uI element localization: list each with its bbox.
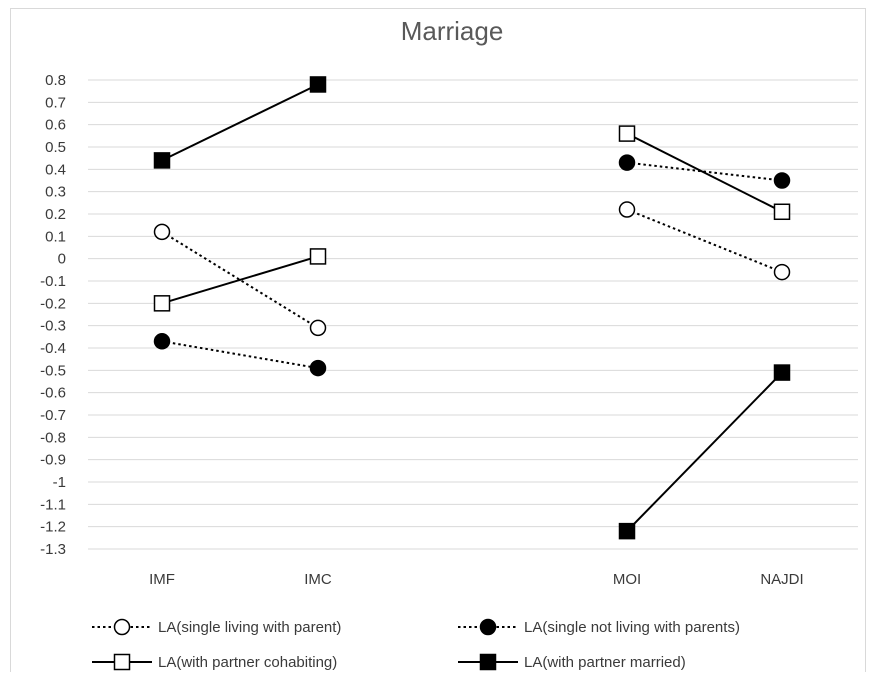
data-point (773, 172, 791, 189)
data-point (153, 295, 171, 312)
y-tick-label: 0.6 (45, 117, 66, 134)
y-tick-label: 0.2 (45, 206, 66, 223)
x-tick-label-imc: IMC (304, 571, 332, 588)
legend-item-2: LA(single not living with parents) (458, 618, 740, 636)
series-line-segment (161, 83, 319, 162)
series-line-segment (161, 255, 319, 305)
y-tick-label: -0.1 (40, 273, 66, 290)
data-point (773, 364, 791, 381)
data-point (618, 154, 636, 171)
legend-label: LA(single living with parent) (158, 619, 341, 636)
chart-frame (10, 8, 866, 672)
data-point (309, 359, 327, 377)
series-line-segment (161, 340, 319, 370)
y-tick-label: -1.1 (40, 496, 66, 513)
y-tick-label: 0 (58, 251, 66, 268)
y-tick-label: -0.8 (40, 429, 66, 446)
y-tick-label: 0.7 (45, 94, 66, 111)
legend-item-4: LA(with partner married) (458, 653, 686, 671)
y-tick-label: -1.2 (40, 519, 66, 536)
chart-title: Marriage (401, 16, 504, 46)
data-point (153, 152, 171, 169)
y-tick-label: 0.3 (45, 184, 66, 201)
legend-item-3: LA(with partner cohabiting) (92, 653, 337, 671)
legend-marker (479, 653, 497, 671)
x-tick-label-moi: MOI (613, 571, 641, 588)
x-tick-label-imf: IMF (149, 571, 175, 588)
data-point (309, 248, 327, 265)
legend-marker (113, 653, 131, 671)
series-1 (153, 201, 791, 337)
y-tick-label: -1 (53, 474, 66, 491)
legend-label: LA(with partner married) (524, 654, 686, 671)
series-line-segment (626, 208, 783, 273)
y-tick-label: -1.3 (40, 541, 66, 558)
legend-label: LA(with partner cohabiting) (158, 654, 337, 671)
y-tick-label: 0.1 (45, 228, 66, 245)
data-point (153, 223, 171, 241)
gridlines (88, 79, 858, 550)
series-line-segment (626, 132, 783, 213)
series-line-segment (626, 371, 783, 532)
data-point (618, 125, 636, 142)
y-tick-label: 0.4 (45, 161, 66, 178)
legend-marker (113, 618, 131, 636)
y-tick-label: -0.6 (40, 385, 66, 402)
series-3 (153, 125, 791, 312)
data-point (309, 76, 327, 93)
y-tick-label: -0.7 (40, 407, 66, 424)
x-axis-ticks: IMF IMC MOI NAJDI (149, 571, 804, 588)
y-tick-label: -0.4 (40, 340, 66, 357)
y-tick-label: -0.3 (40, 318, 66, 335)
data-point (618, 201, 636, 218)
legend-marker (479, 618, 497, 636)
legend: LA(single living with parent) LA(single n… (92, 618, 740, 671)
data-point (618, 522, 636, 540)
y-tick-label: 0.8 (45, 72, 66, 89)
legend-item-1: LA(single living with parent) (92, 618, 341, 636)
y-axis-ticks: 0.8 0.7 0.6 0.5 0.4 0.3 0.2 0.1 0 -0.1 -0.2 -0.3 -0.… (40, 72, 66, 558)
series-4 (153, 76, 791, 540)
y-tick-label: -0.5 (40, 362, 66, 379)
legend-label: LA(single not living with parents) (524, 619, 740, 636)
y-tick-label: 0.5 (45, 139, 66, 156)
series-2 (153, 154, 791, 377)
data-point (773, 203, 791, 221)
y-tick-label: -0.2 (40, 295, 66, 312)
x-tick-label-najdi: NAJDI (760, 571, 803, 588)
data-point (309, 319, 327, 337)
data-point (153, 333, 171, 350)
y-tick-label: -0.9 (40, 452, 66, 469)
series-group (153, 76, 791, 540)
data-point (773, 263, 791, 281)
